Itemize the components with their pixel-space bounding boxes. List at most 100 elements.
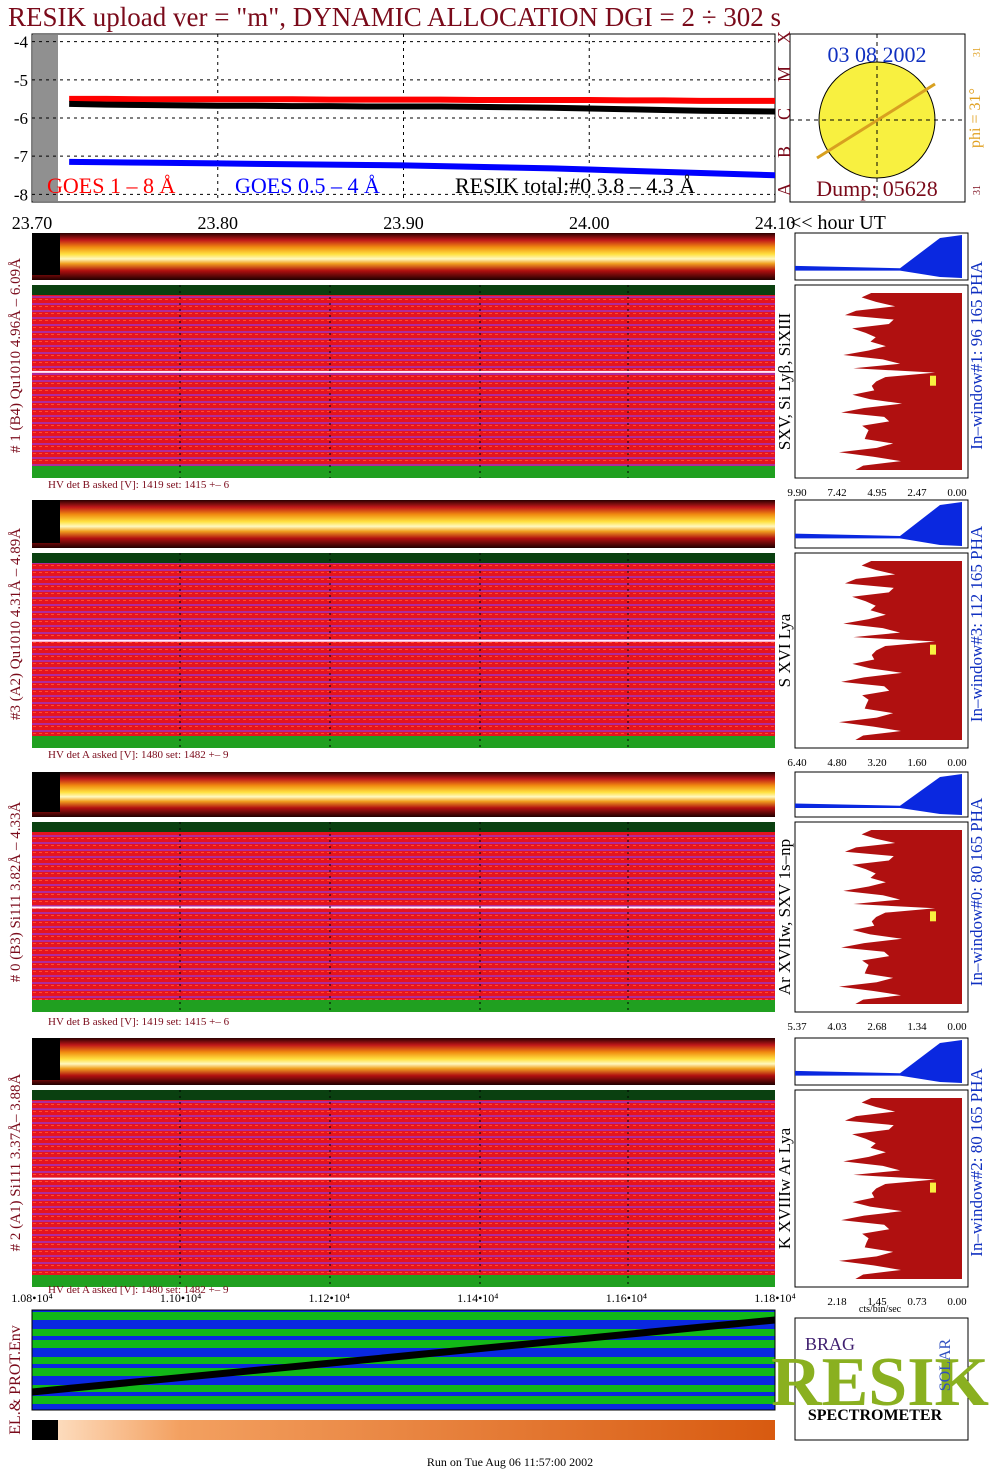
line-label: Ar XVIIw, SXV 1s–np [775,839,794,995]
black-block [32,772,60,812]
strip-map [32,1038,775,1085]
y-tick-label: -4 [14,33,29,52]
y-tick-label: -6 [14,109,28,128]
y-tick-label: -8 [14,185,28,204]
phi: phi = 31° [967,88,984,148]
series-line [69,158,776,179]
hist [838,1098,962,1279]
marker [930,911,936,922]
class-letter: B [774,146,794,158]
logo-sub: SPECTROMETER [808,1407,943,1424]
pha-hist [795,774,962,815]
marker [930,644,936,655]
env-map [31,1309,776,1411]
legend-entry: GOES 0.5 – 4 Å [235,173,380,198]
hist-tick: 0.00 [947,757,967,769]
hist-tick: 2.18 [827,1296,847,1308]
hist-tick: 9.90 [787,487,807,499]
x-tick-label: 24.00 [569,213,610,233]
hist-tick: 4.03 [827,1021,847,1033]
green-edge [32,1275,775,1287]
hv-text: HV det A asked [V]: 1480 set: 1482 +– 9 [48,1284,229,1296]
title: RESIK upload ver = "m", DYNAMIC ALLOCATI… [8,2,781,32]
logo-letters: RESIK [771,1344,989,1421]
legend-entry: GOES 1 – 8 Å [47,173,175,198]
green-edge [32,1000,775,1012]
y-tick-label: -5 [14,71,28,90]
spectrum-map [32,285,775,478]
black-block [32,233,60,275]
green-edge [32,285,775,295]
logo-frame [794,1317,969,1441]
class-letter: A [774,183,794,196]
orange-bar [32,1420,775,1440]
hist [838,293,962,470]
bottom-tick: 1.16•10⁴ [606,1291,647,1305]
hist-tick: 5.37 [787,1021,807,1033]
line-label: SXV, Si Lyβ, SiXIII [775,313,794,451]
strip-map [32,500,775,548]
hist-tick: 1.45 [867,1296,887,1308]
hist-tick: 4.95 [867,487,887,499]
hist-unit: cts/bin/sec [859,1304,902,1315]
hv-text: HV det B asked [V]: 1419 set: 1415 +– 6 [48,479,230,491]
series-line [69,100,776,115]
corner: 31 [972,185,983,195]
hist-tick: 4.80 [827,757,847,769]
window-label: In–window#2: 80 165 PHA [967,1068,986,1257]
x-axis-label: << hour UT [790,212,886,234]
window-label: In–window#3: 112 165 PHA [967,525,986,722]
class-letter: X [774,31,794,44]
detector-label: # 0 (B3) Si111 3.82Å – 4.33Å [8,802,24,983]
spectrum-map [32,822,775,1012]
bottom-tick: 1.14•10⁴ [457,1291,498,1305]
phi-arrow [816,82,936,160]
green-edge [32,1090,775,1100]
x-tick-label: 23.80 [198,213,239,233]
hv-text: HV det A asked [V]: 1480 set: 1482 +– 9 [48,749,229,761]
hist-tick: 6.40 [787,757,807,769]
class-letter: M [774,66,794,82]
hist-tick: 0.73 [907,1296,927,1308]
marker [930,1182,936,1193]
green-edge [32,466,775,478]
hist-tick: 2.68 [867,1021,887,1033]
strip-map [32,233,775,280]
hv-text: HV det B asked [V]: 1419 set: 1415 +– 6 [48,1016,230,1028]
hist-tick: 1.60 [907,757,927,769]
date: 03 08 2002 [828,42,927,67]
logo-corner: BRAG [805,1334,855,1354]
black-block [32,1420,58,1440]
black-block [32,500,60,543]
window-label: In–window#1: 96 165 PHA [967,261,986,450]
detector-label: # 1 (B4) Qu1010 4.96Å – 6.09Å [8,258,24,453]
class-letter: C [774,108,794,120]
footer: Run on Tue Aug 06 11:57:00 2002 [427,1455,593,1469]
green-edge [32,822,775,832]
spectrum-map [32,1090,775,1287]
hist-tick: 0.00 [947,1296,967,1308]
green-edge [32,736,775,748]
window-label: In–window#0: 80 165 PHA [967,797,986,986]
green-edge [32,553,775,563]
y-tick-label: -7 [14,147,29,166]
bottom-tick: 1.08•10⁴ [11,1291,52,1305]
x-tick-label: 24.10 [755,213,796,233]
strip-map [32,772,775,817]
legend-entry: RESIK total:#0 3.8 – 4.3 Å [455,173,695,198]
hist [838,561,962,740]
env-panel: EL.& PROT.Env [7,1309,776,1440]
pha-hist [795,235,962,278]
corner: 31 [972,47,983,57]
spectrum-map [32,553,775,748]
x-tick-label: 23.70 [12,213,53,233]
goes-chart: -4 -5 -6 -7 -8 23.70 23.80 23.90 24.00 24.10<< ho… [12,33,886,234]
logo-side: SOLAR [937,1338,954,1391]
hist-tick: 2.47 [907,487,927,499]
hist-tick: 3.20 [867,757,887,769]
hist-tick: 0.00 [947,487,967,499]
logo: RESIK BRAG SOLAR SPECTROMETER [771,1317,989,1441]
dump: Dump: 05628 [816,176,938,201]
